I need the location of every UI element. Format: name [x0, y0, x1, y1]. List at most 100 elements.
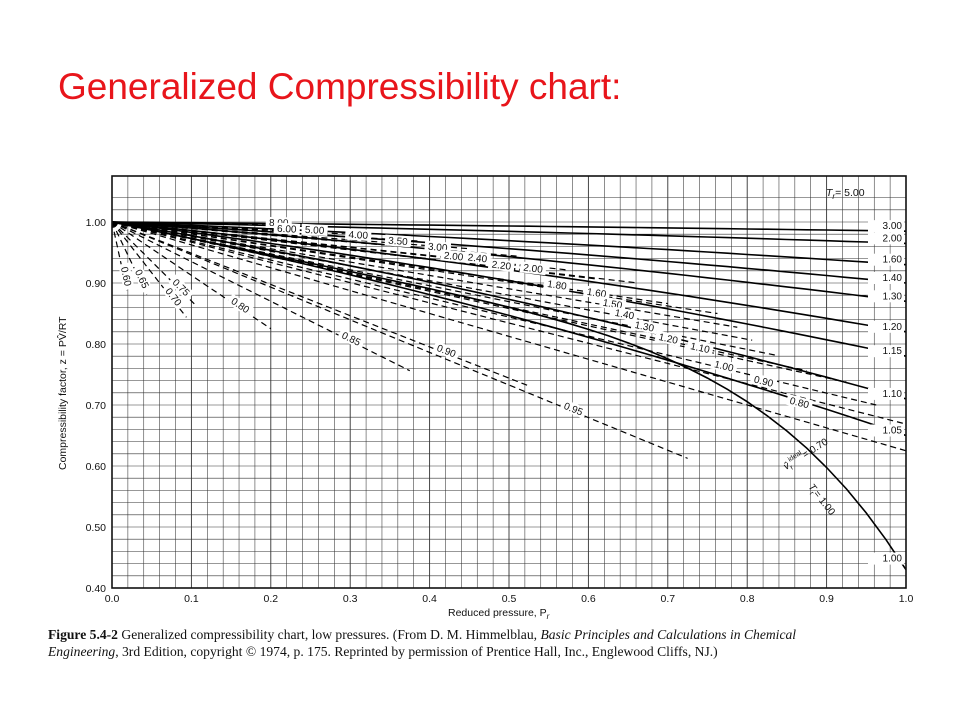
vr-curve: [111, 221, 420, 242]
vr-curve: [111, 221, 411, 372]
vr-label-group: 2.40: [463, 251, 491, 265]
tr-label-bg: [868, 232, 904, 245]
vr-label-bg: [610, 306, 639, 322]
tr-label-bg: [868, 290, 904, 303]
vr-label-group: 0.95: [559, 398, 588, 419]
vr-label-bg: [630, 318, 659, 335]
vr-label-group: 1.40: [610, 306, 639, 322]
tr-label-bg: [868, 424, 904, 437]
vr-label-group: 5.00: [301, 223, 328, 237]
tr-label-bg: [868, 345, 904, 358]
vr-curve: [111, 221, 907, 425]
vr-curve-label: 2.40: [467, 252, 488, 265]
x-tick-label: 0.7: [660, 593, 675, 605]
vr-curve-label: 2.00: [523, 263, 544, 276]
vr-label-bg: [118, 262, 135, 291]
vr-label-bg: [301, 223, 328, 237]
tr-curve: [111, 221, 907, 400]
tr-curve: [111, 221, 907, 232]
y-tick-label: 0.40: [86, 583, 107, 595]
x-tick-label: 1.0: [899, 593, 914, 605]
caption-book-title: Basic Principles and Calculations in Che…: [48, 627, 797, 659]
tr-curve-label: 1.00: [883, 554, 903, 565]
vr-label-group: 2.00: [519, 261, 547, 276]
vr-curve-label: 3.50: [388, 236, 409, 248]
x-axis-label: Reduced pressure, Pr: [448, 607, 550, 621]
y-tick-label: 0.70: [86, 400, 107, 412]
vr-curve-label: 1.40: [614, 308, 636, 322]
vr-label-group: 4.00: [344, 228, 372, 242]
vr-curve: [111, 221, 272, 330]
x-tick-label: 0.8: [740, 593, 755, 605]
vr-label-group: 2.00: [440, 249, 468, 264]
vr-curve: [111, 221, 847, 383]
vr-curve-label: 1.20: [657, 332, 679, 347]
vr-label-group: 1.20: [654, 330, 683, 347]
vr-curve-label: 5.00: [305, 225, 325, 237]
vr-label-group: 1.30: [630, 318, 659, 335]
vr-label-bg: [686, 339, 715, 356]
vr-label-group: 2.20: [487, 258, 515, 273]
vr-label-bg: [226, 293, 255, 318]
vr-label-bg: [440, 249, 468, 263]
vr-curve: [111, 221, 738, 328]
vr-label-bg: [432, 340, 461, 361]
tr-curve-label: 1.20: [883, 322, 903, 333]
vr-label-bg: [749, 372, 778, 390]
tr-curve-label: 1.15: [883, 346, 903, 357]
vr-label-bg: [463, 251, 491, 265]
vr-curve-label: 2.20: [491, 260, 512, 273]
vr-curve-label: 4.00: [348, 230, 369, 242]
vr-label-group: 0.80: [785, 393, 814, 412]
y-tick-label: 0.90: [86, 278, 107, 290]
vr-curve-label: 1.10: [689, 341, 711, 356]
vr-label-group: 0.60: [118, 262, 135, 291]
vr-curve: [111, 221, 148, 295]
vr-curve: [111, 221, 753, 341]
slide-title: Generalized Compressibility chart:: [58, 66, 622, 107]
vr-curve-label: 6.00: [277, 224, 297, 236]
x-tick-label: 0.9: [819, 593, 834, 605]
caption-text-1: Generalized compressibility chart, low p…: [117, 627, 541, 642]
vr-label-bg: [654, 330, 683, 347]
vr-curve-label: 0.80: [788, 396, 810, 412]
vr-label-bg: [710, 357, 738, 375]
vr-label-bg: [543, 277, 571, 293]
vr-label-bg: [582, 285, 611, 301]
vr-label-bg: [273, 222, 301, 235]
vr-curve-label: 2.00: [443, 251, 464, 264]
x-tick-label: 0.3: [343, 593, 358, 605]
tr-curve-label: 3.00: [883, 221, 903, 232]
y-tick-label: 0.50: [86, 522, 107, 534]
vr-label-group: 0.80: [226, 293, 255, 318]
vr-curve: [111, 221, 128, 291]
tr-label-bg: [868, 387, 904, 400]
plot-frame: [111, 175, 907, 589]
vr-curve-label: 0.90: [753, 374, 775, 389]
x-tick-label: 0.1: [184, 593, 199, 605]
x-tick-label: 0.6: [581, 593, 596, 605]
vr-label-bg: [519, 261, 547, 276]
x-tick-label: 0.0: [105, 593, 120, 605]
vr-curve-label: 1.80: [546, 279, 567, 293]
vr-label-bg: [337, 327, 366, 350]
x-tick-label: 0.4: [422, 593, 437, 605]
vr-label-group: 6.00: [273, 222, 301, 236]
vr-curve: [111, 221, 530, 387]
vr-curve-label: 0.60: [118, 266, 133, 288]
y-tick-label: 0.60: [86, 461, 107, 473]
vr-label-bg: [131, 264, 153, 293]
vr-label-group: 3.50: [384, 234, 412, 248]
vr-curve-label: 1.00: [713, 359, 735, 374]
tr-curve-label: 1.05: [883, 426, 903, 437]
vr-label-bg: [344, 228, 372, 242]
vr-label-bg: [785, 393, 814, 412]
vr-curve: [111, 221, 688, 459]
vr-curve: [111, 221, 718, 315]
vr-label-group: 1.10: [686, 339, 715, 356]
vr-curve: [111, 221, 877, 406]
vr-label-bg: [168, 274, 195, 301]
vr-label-group: 1.50: [598, 296, 627, 312]
vr-label-bg: [487, 258, 515, 273]
